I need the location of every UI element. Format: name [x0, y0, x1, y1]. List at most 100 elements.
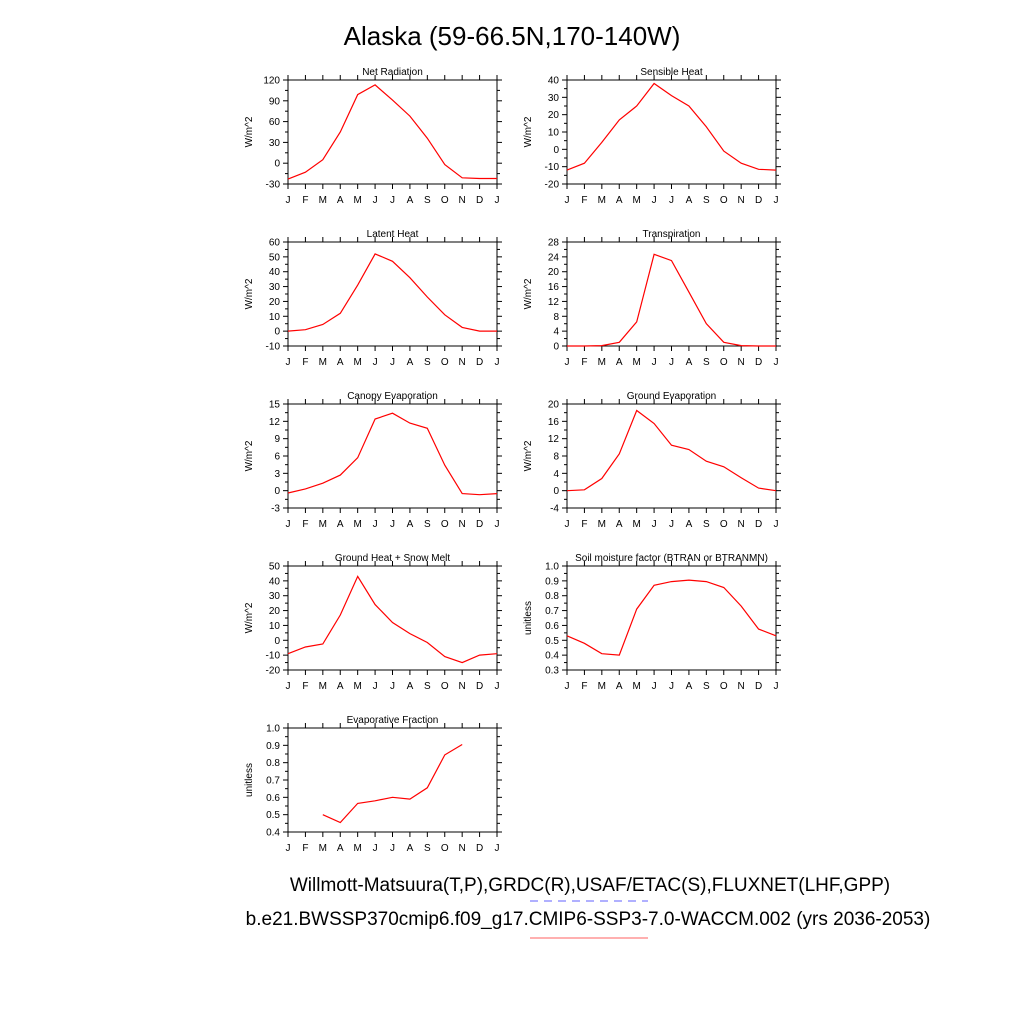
x-tick-label: J	[669, 519, 674, 530]
x-tick-label: J	[373, 519, 378, 530]
series-line-model	[566, 82, 777, 171]
panel-8: Soil moisture factor (BTRAN or BTRANMN) u…	[523, 553, 781, 692]
plot-frame	[287, 241, 498, 347]
plot-frame	[287, 79, 498, 185]
x-tick-label: J	[390, 195, 395, 206]
y-tick-label: 0	[553, 342, 559, 353]
y-tick-label: -10	[266, 342, 281, 353]
x-tick-label: J	[652, 357, 657, 368]
x-tick-label: J	[286, 519, 291, 530]
x-tick-label: J	[373, 195, 378, 206]
x-tick-label: J	[774, 195, 779, 206]
series-line-model	[287, 253, 497, 332]
y-tick-label: 40	[269, 576, 281, 587]
x-tick-label: F	[302, 843, 308, 854]
y-tick-label: -20	[266, 666, 281, 677]
y-tick-label: 20	[548, 267, 560, 278]
y-tick-label: 90	[269, 96, 281, 107]
y-tick-label: 60	[269, 238, 281, 249]
panel-title: Soil moisture factor (BTRAN or BTRANMN)	[575, 553, 768, 564]
y-tick-label: 0.5	[545, 636, 559, 647]
y-tick-label: 16	[548, 282, 560, 293]
y-tick-label: 30	[269, 282, 281, 293]
x-tick-label: F	[581, 681, 587, 692]
x-tick-label: O	[720, 195, 728, 206]
y-tick-label: 0	[553, 145, 559, 156]
y-tick-label: 20	[548, 110, 560, 121]
x-tick-label: M	[632, 681, 640, 692]
x-tick-label: D	[755, 357, 762, 368]
y-tick-label: 20	[269, 297, 281, 308]
y-tick-label: 0	[553, 486, 559, 497]
x-tick-label: A	[686, 519, 693, 530]
y-tick-label: 40	[269, 267, 281, 278]
panel-title: Transpiration	[643, 229, 701, 240]
y-axis-label: W/m^2	[523, 278, 534, 309]
y-tick-label: -4	[550, 504, 559, 515]
panel-9: Evaporative Fraction unitless 0.4 0.5 0.6 0.7…	[244, 715, 502, 854]
x-tick-label: A	[686, 195, 693, 206]
series-line-model	[567, 253, 776, 347]
x-tick-label: N	[459, 843, 466, 854]
x-tick-label: J	[373, 357, 378, 368]
x-tick-label: A	[686, 357, 693, 368]
x-tick-label: D	[476, 843, 483, 854]
y-tick-label: 28	[548, 238, 560, 249]
y-tick-label: 60	[269, 117, 281, 128]
series-line-model	[287, 84, 497, 180]
x-tick-label: A	[616, 681, 623, 692]
x-tick-label: J	[390, 681, 395, 692]
x-tick-label: J	[774, 519, 779, 530]
x-tick-label: J	[373, 681, 378, 692]
panel-title: Ground Heat + Snow Melt	[335, 553, 451, 564]
x-tick-label: M	[319, 843, 327, 854]
y-axis-label: W/m^2	[244, 116, 255, 147]
y-tick-label: 4	[553, 327, 559, 338]
x-tick-label: A	[407, 357, 414, 368]
y-tick-label: -10	[266, 651, 281, 662]
y-tick-label: 1.0	[266, 724, 280, 735]
x-tick-label: J	[774, 357, 779, 368]
x-tick-label: J	[286, 357, 291, 368]
panel-title: Evaporative Fraction	[347, 715, 439, 726]
x-tick-label: F	[581, 519, 587, 530]
y-tick-label: 24	[548, 252, 560, 263]
x-tick-label: J	[565, 519, 570, 530]
plot-frame	[287, 727, 498, 833]
x-tick-label: A	[407, 195, 414, 206]
x-tick-label: O	[720, 357, 728, 368]
x-tick-label: J	[669, 681, 674, 692]
x-tick-label: M	[353, 195, 361, 206]
x-tick-label: J	[495, 195, 500, 206]
y-tick-label: -3	[271, 504, 280, 515]
panel-title: Net Radiation	[362, 67, 423, 78]
x-tick-label: D	[476, 195, 483, 206]
panel-title: Sensible Heat	[640, 67, 702, 78]
x-tick-label: J	[565, 681, 570, 692]
x-tick-label: N	[738, 357, 745, 368]
panel-7: Ground Heat + Snow Melt W/m^2 -20 -10 0 10 20 3…	[244, 553, 502, 692]
y-tick-label: 10	[548, 128, 560, 139]
x-tick-label: M	[598, 519, 606, 530]
y-tick-label: 8	[553, 452, 559, 463]
x-tick-label: J	[652, 195, 657, 206]
x-tick-label: F	[581, 195, 587, 206]
panel-title: Canopy Evaporation	[347, 391, 438, 402]
x-tick-label: F	[302, 195, 308, 206]
x-tick-label: M	[353, 681, 361, 692]
x-tick-label: D	[755, 195, 762, 206]
y-tick-label: 0.9	[545, 576, 559, 587]
x-tick-label: D	[755, 681, 762, 692]
y-tick-label: 0	[274, 159, 280, 170]
x-tick-label: F	[302, 357, 308, 368]
x-tick-label: M	[319, 357, 327, 368]
y-tick-label: 0.9	[266, 741, 280, 752]
plot-frame	[287, 565, 498, 671]
x-tick-label: O	[720, 681, 728, 692]
y-tick-label: 0.8	[266, 758, 280, 769]
x-tick-label: J	[286, 195, 291, 206]
x-tick-label: J	[373, 843, 378, 854]
x-tick-label: J	[565, 195, 570, 206]
